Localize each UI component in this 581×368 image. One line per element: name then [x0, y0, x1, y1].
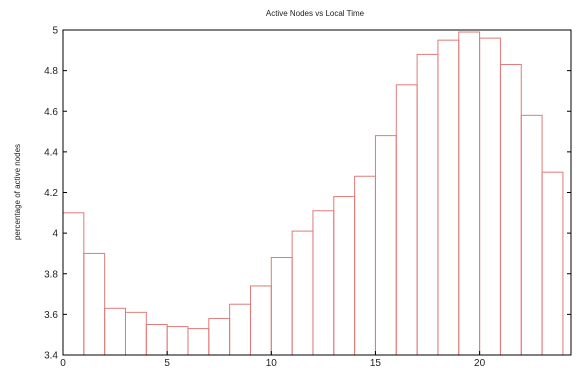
chart-title: Active Nodes vs Local Time	[266, 9, 365, 18]
x-tick-label: 15	[370, 358, 382, 368]
x-tick-label: 0	[60, 358, 66, 368]
bar-hour-8	[229, 303, 251, 356]
x-ticks-group: 0 5 10 15 20	[60, 351, 486, 368]
bar-hour-12	[312, 210, 335, 356]
bar-hour-20	[479, 37, 501, 356]
plot-frame	[62, 29, 572, 356]
bars-group	[62, 31, 564, 356]
y-tick-label: 4.4	[44, 147, 58, 158]
bar-hour-18	[437, 39, 460, 356]
y-axis-label: percentage of active nodes	[13, 144, 22, 240]
y-tick-label: 3.4	[44, 351, 58, 362]
bar-hour-1	[83, 252, 106, 356]
bar-hour-22	[520, 114, 543, 356]
bar-hour-2	[104, 307, 126, 356]
y-ticks-group: 3.4 3.6 3.8 4 4.2 4.4 4.6 4.8 5	[44, 26, 571, 362]
bar-hour-7	[208, 317, 231, 356]
bar-hour-21	[499, 64, 522, 356]
bar-hour-13	[333, 196, 356, 356]
x-tick-label: 20	[474, 358, 486, 368]
x-tick-label: 5	[164, 358, 170, 368]
bar-hour-23	[541, 171, 564, 356]
y-tick-label: 4	[52, 229, 58, 240]
bar-hour-14	[354, 175, 376, 356]
bar-hour-4	[145, 324, 168, 356]
bar-hour-17	[416, 53, 439, 356]
bar-hour-10	[270, 257, 293, 356]
y-tick-label: 4.8	[44, 66, 58, 77]
y-tick-label: 4.6	[44, 107, 58, 118]
y-tick-label: 4.2	[44, 188, 58, 199]
y-tick-label: 5	[52, 26, 58, 37]
bar-hour-0	[62, 212, 85, 356]
bar-hour-3	[124, 311, 147, 356]
bar-hour-9	[249, 285, 272, 356]
bar-hour-5	[166, 326, 189, 356]
y-tick-label: 3.8	[44, 269, 58, 280]
y-tick-label: 3.6	[44, 310, 58, 321]
bar-hour-6	[187, 328, 210, 356]
bar-hour-19	[458, 31, 481, 356]
bar-hour-16	[395, 84, 418, 356]
bar-hour-15	[374, 135, 397, 356]
bar-hour-11	[291, 230, 314, 356]
x-tick-label: 10	[266, 358, 278, 368]
